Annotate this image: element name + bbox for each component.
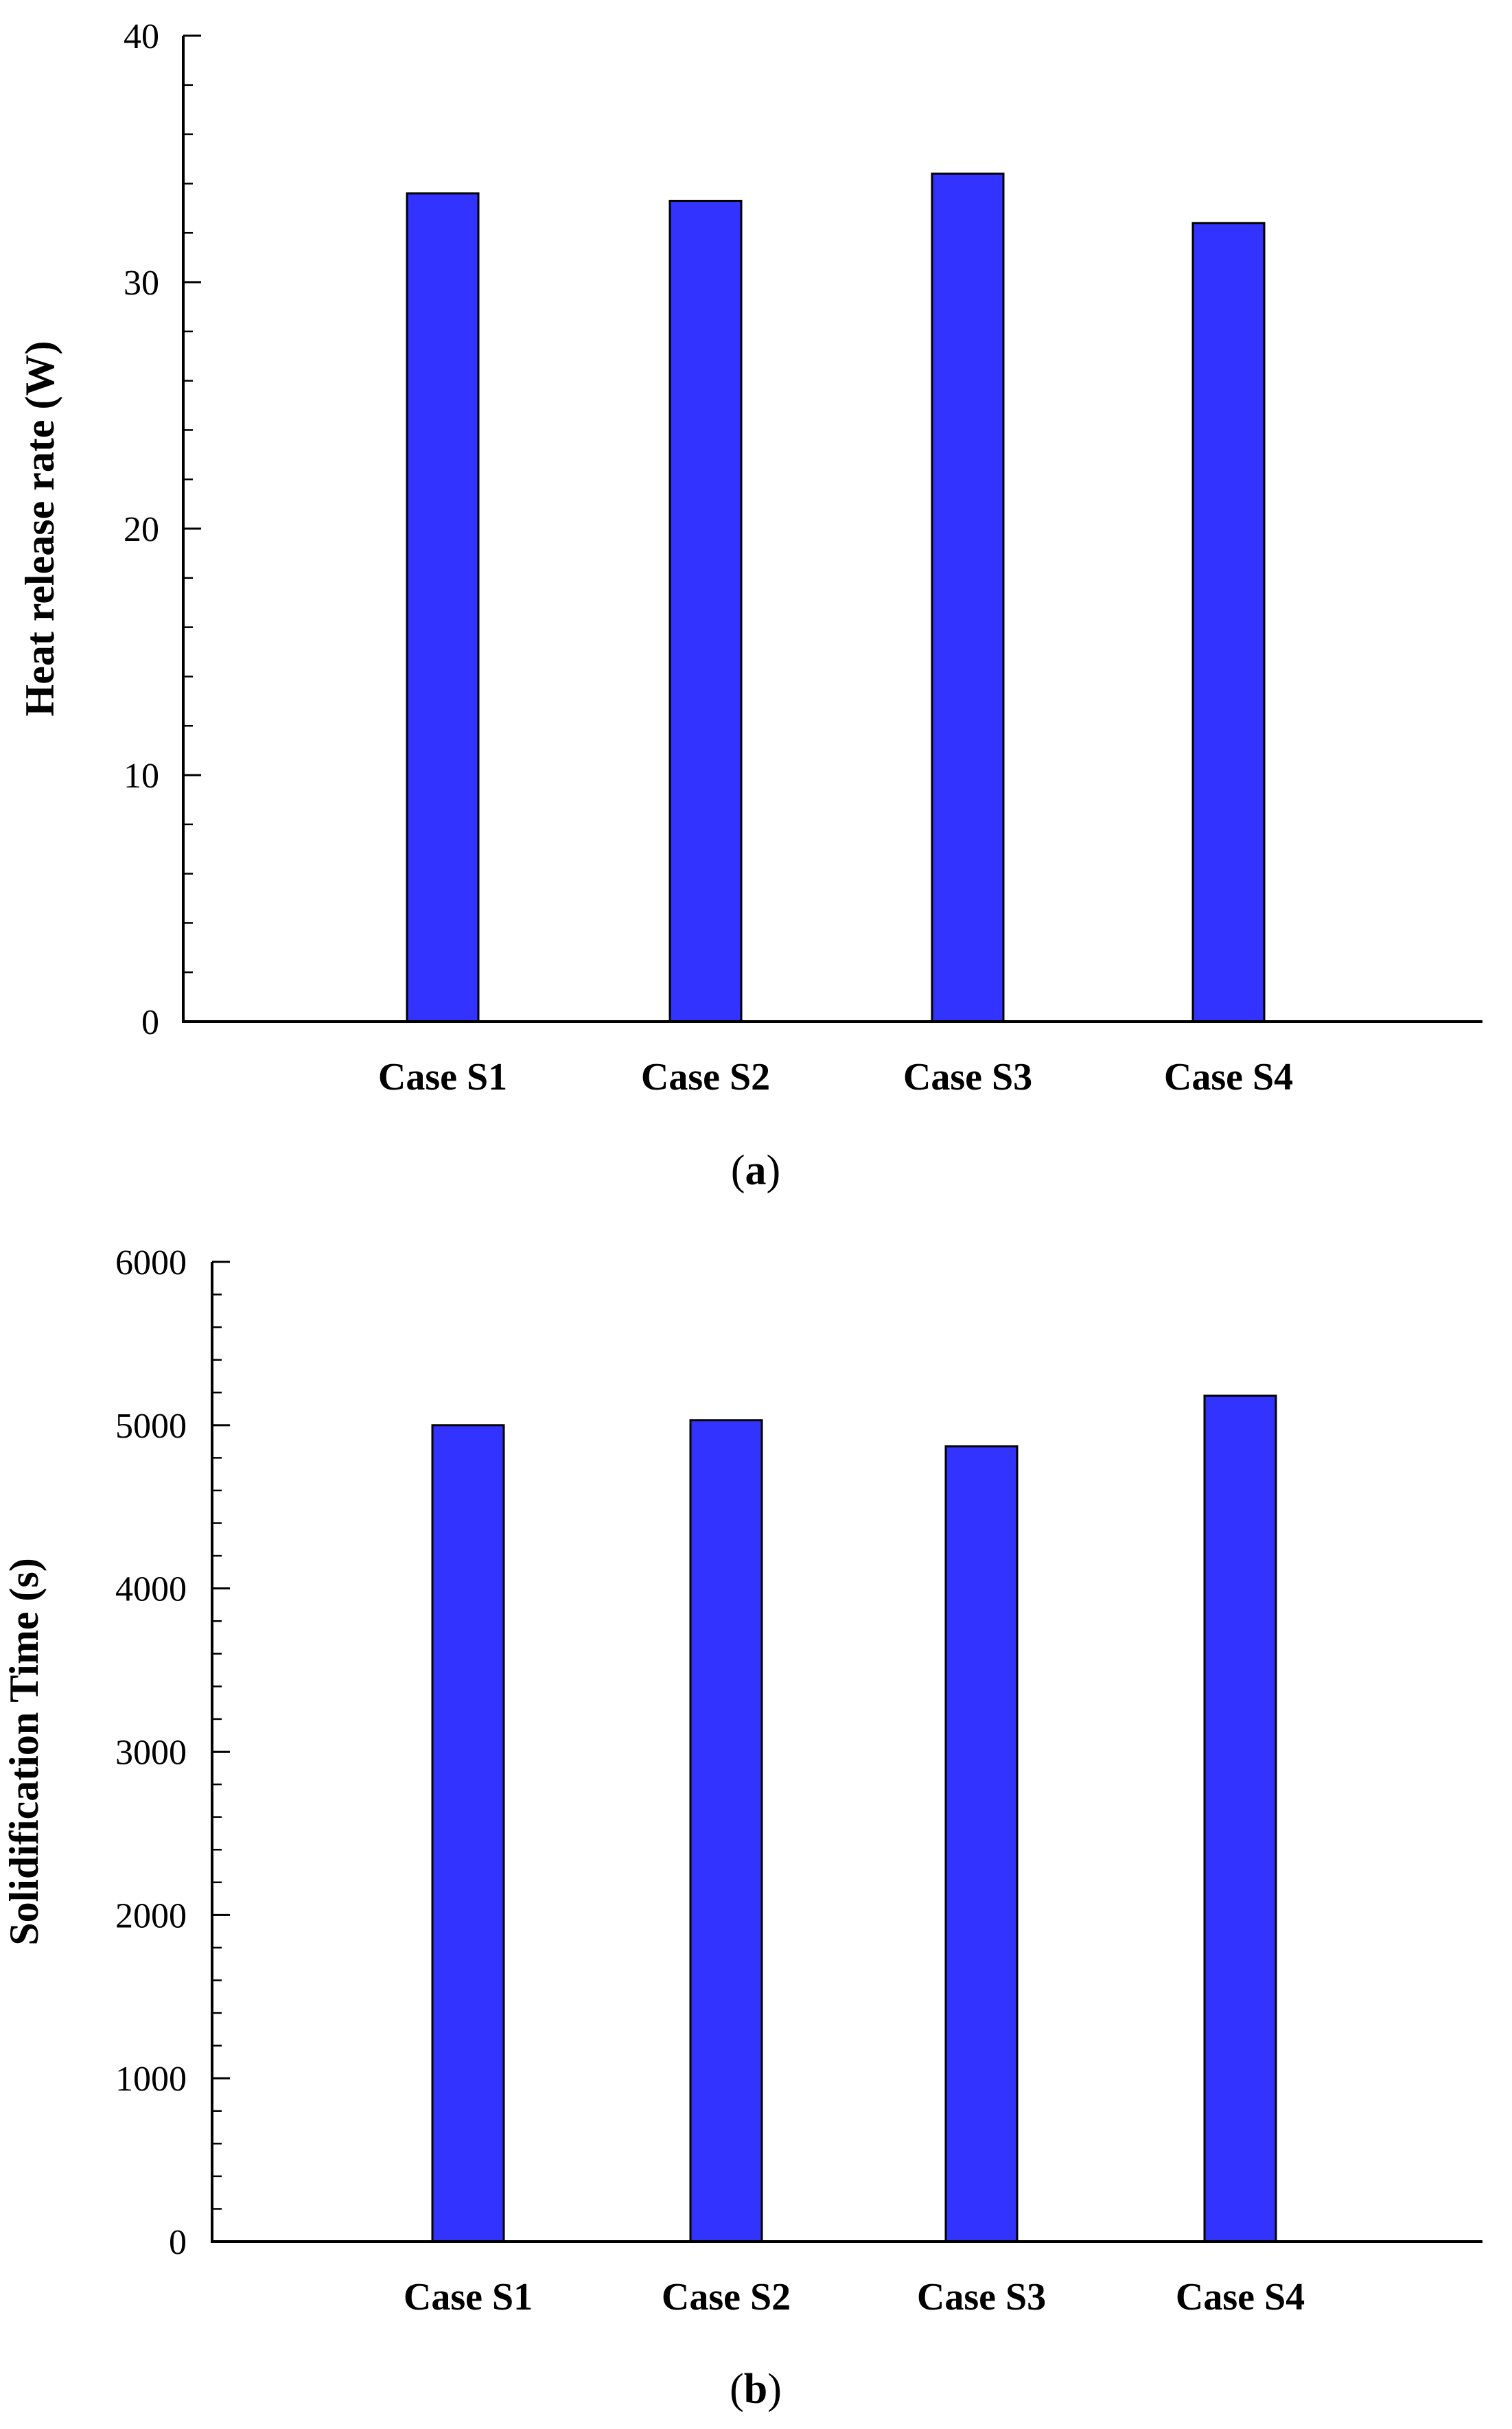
bar (1203, 1394, 1277, 2243)
y-tick-label: 0 (169, 2223, 187, 2262)
bar (431, 1424, 505, 2243)
y-axis-title: Solidification Time (s) (1, 1558, 47, 1946)
y-tick-label: 2000 (115, 1896, 187, 1935)
bar (406, 192, 480, 1023)
bar (668, 200, 743, 1023)
chart-panel-a: 0 10 20 30 40 Case S1 Case S2 Case S3 Case S4 Hea… (17, 17, 1482, 1194)
x-category-label: Case S4 (1176, 2276, 1305, 2318)
y-tick-label: 6000 (115, 1243, 187, 1282)
bar (944, 1445, 1019, 2243)
x-category-label: Case S1 (404, 2276, 533, 2318)
x-category-label: Case S2 (641, 1056, 770, 1098)
y-tick-label: 30 (124, 264, 159, 303)
bar (689, 1419, 763, 2243)
x-category-label: Case S3 (903, 1056, 1032, 1098)
y-tick-label: 4000 (115, 1570, 187, 1609)
chart-panel-b: 0 1000 2000 3000 4000 5000 6000 Case S1 Case S2 C… (1, 1243, 1482, 2413)
y-tick-label: 40 (124, 17, 159, 56)
x-category-label: Case S1 (378, 1056, 507, 1098)
y-tick-label: 0 (141, 1003, 159, 1042)
y-axis-title: Heat release rate (W) (17, 341, 62, 717)
y-tick-label: 3000 (115, 1734, 187, 1773)
bar (931, 172, 1005, 1023)
x-category-label: Case S3 (917, 2276, 1046, 2318)
y-tick-label: 20 (124, 510, 159, 549)
y-tick-label: 10 (124, 757, 159, 796)
panel-label: (a) (731, 1147, 780, 1194)
y-tick-label: 1000 (115, 2060, 187, 2099)
x-category-label: Case S2 (662, 2276, 791, 2318)
y-tick-label: 5000 (115, 1407, 187, 1446)
panel-label: (b) (730, 2366, 782, 2413)
bar (1191, 222, 1266, 1023)
x-category-label: Case S4 (1164, 1056, 1293, 1098)
